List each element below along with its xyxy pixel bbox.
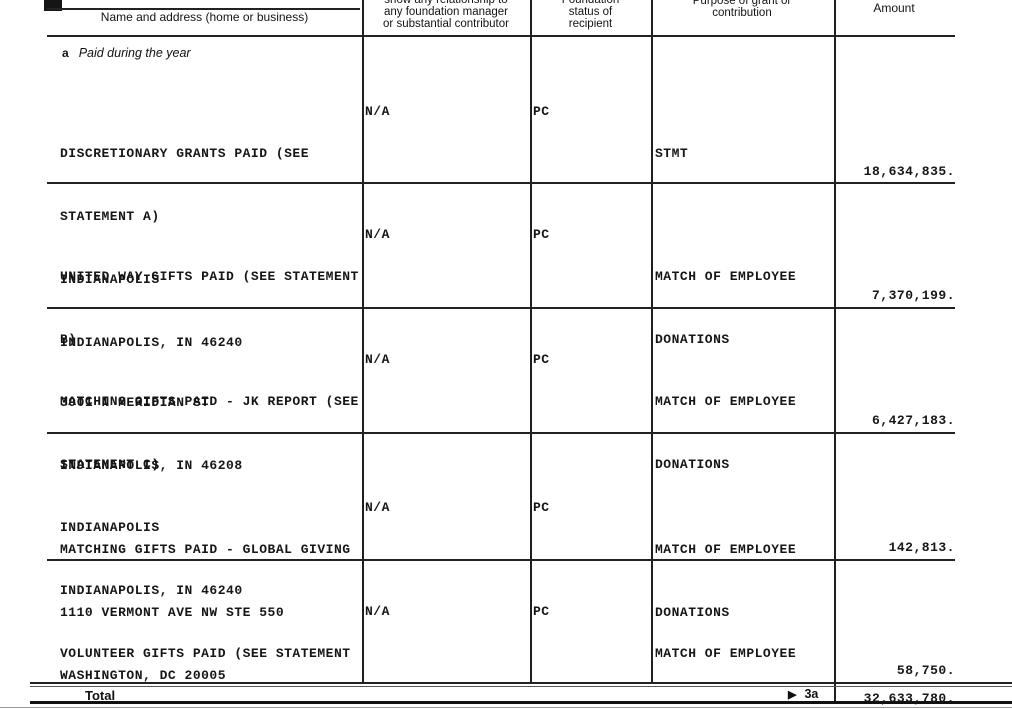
grant-relationship: N/A [365,104,390,119]
name-line: STATEMENT A) [60,209,160,224]
total-label: Total [85,688,116,703]
total-line-ref: ▶ 3a [788,687,818,701]
grant-name-address: DISCRETIONARY GRANTS PAID (SEE STATEMENT… [60,101,309,395]
name-line: B) [60,332,77,347]
grant-relationship: N/A [365,227,390,242]
grant-amount: 58,750. [896,663,955,678]
purpose-line: DONATIONS [655,457,730,472]
column-divider [834,0,836,702]
name-line: INDIANAPOLIS, IN 46208 [60,458,243,473]
name-line: INDIANAPOLIS, IN 46240 [60,583,243,598]
grant-purpose: STMT [655,101,831,248]
grant-foundation-status: PC [533,227,550,242]
total-top-rule [30,682,1012,684]
col-header-purpose-line: contribution [712,7,772,19]
header-top-rule [47,8,360,10]
col-header-purpose-line: Purpose of grant or [692,0,792,7]
grant-purpose: MATCH OF EMPLOYEE DONATIONS [655,224,831,392]
col-header-relationship-line: any foundation manager [383,6,509,18]
purpose-line: MATCH OF EMPLOYEE [655,394,797,409]
page-bottom-rule [0,707,1012,708]
total-top-rule-2 [30,686,1012,687]
header-bottom-rule [47,35,955,37]
col-header-name-address: Name and address (home or business) [100,10,309,24]
name-line: 1110 VERMONT AVE NW STE 550 [60,605,285,620]
name-line: MATCHING GIFTS PAID - GLOBAL GIVING [60,542,351,557]
col-header-purpose: Purpose of grant or contribution [653,0,831,19]
column-divider [651,0,653,684]
purpose-line: DONATIONS [655,332,730,347]
name-line: MATCHING GIFTS PAID - JK REPORT (SEE [60,394,359,409]
grant-purpose: MATCH OF EMPLOYEE DONATIONS [655,497,831,665]
grant-relationship: N/A [365,500,390,515]
col-header-foundation-status: Foundation status of recipient [532,0,649,30]
col-header-status-line: Foundation [561,0,620,6]
col-header-status-line: status of [568,6,613,18]
grant-purpose: MATCH OF EMPLOYEE DONATIONS [655,349,831,517]
purpose-line: DONATIONS [655,605,730,620]
grant-foundation-status: PC [533,352,550,367]
grant-foundation-status: PC [533,104,550,119]
name-line: STATEMENT C) [60,457,160,472]
grant-name-address: VOLUNTEER GIFTS PAID (SEE STATEMENT D) I… [60,601,351,709]
name-line: INDIANAPOLIS [60,520,160,535]
purpose-line: MATCH OF EMPLOYEE [655,646,797,661]
grant-amount: 7,370,199. [871,288,955,303]
row-separator [47,432,955,434]
grant-purpose: MATCH OF EMPLOYEE DONATIONS [655,601,831,709]
scan-artifact [44,0,62,11]
grant-amount: 142,813. [888,540,955,555]
purpose-line: MATCH OF EMPLOYEE [655,542,797,557]
total-ref-text: 3a [804,687,819,701]
grant-relationship: N/A [365,604,390,619]
row-separator [47,559,955,561]
column-divider [362,0,364,684]
purpose-line: STMT [655,146,689,161]
col-header-relationship: show any relationship to any foundation … [364,0,528,30]
col-header-status-line: recipient [568,18,613,30]
row-separator [47,307,955,309]
section-label: Paid during the year [78,46,191,60]
grant-amount: 18,634,835. [863,164,955,179]
col-header-relationship-line: show any relationship to [384,0,508,6]
grant-name-address: MATCHING GIFTS PAID - GLOBAL GIVING 1110… [60,497,351,709]
col-header-amount: Amount [873,1,915,15]
name-line: DISCRETIONARY GRANTS PAID (SEE [60,146,310,161]
grant-name-address: UNITED WAY GIFTS PAID (SEE STATEMENT B) … [60,224,359,518]
right-arrow-icon: ▶ [788,689,797,701]
name-line: INDIANAPOLIS [60,272,160,287]
section-paid-during-year: a Paid during the year [62,44,191,62]
name-line: WASHINGTON, DC 20005 [60,668,227,683]
row-separator [47,182,955,184]
purpose-line: MATCH OF EMPLOYEE [655,269,797,284]
name-line: UNITED WAY GIFTS PAID (SEE STATEMENT [60,269,359,284]
grant-foundation-status: PC [533,500,550,515]
grant-amount: 6,427,183. [871,413,955,428]
column-divider [530,0,532,684]
name-line: VOLUNTEER GIFTS PAID (SEE STATEMENT [60,646,351,661]
col-header-relationship-line: or substantial contributor [383,18,509,30]
grant-relationship: N/A [365,352,390,367]
name-line: INDIANAPOLIS, IN 46240 [60,335,243,350]
grant-foundation-status: PC [533,604,550,619]
grant-name-address: MATCHING GIFTS PAID - JK REPORT (SEE STA… [60,349,359,643]
total-bottom-rule [30,701,1012,704]
name-line: 3901 N MERIDIAN ST [60,395,210,410]
total-amount: 32,633,780. [863,691,955,706]
section-letter: a [62,46,69,60]
